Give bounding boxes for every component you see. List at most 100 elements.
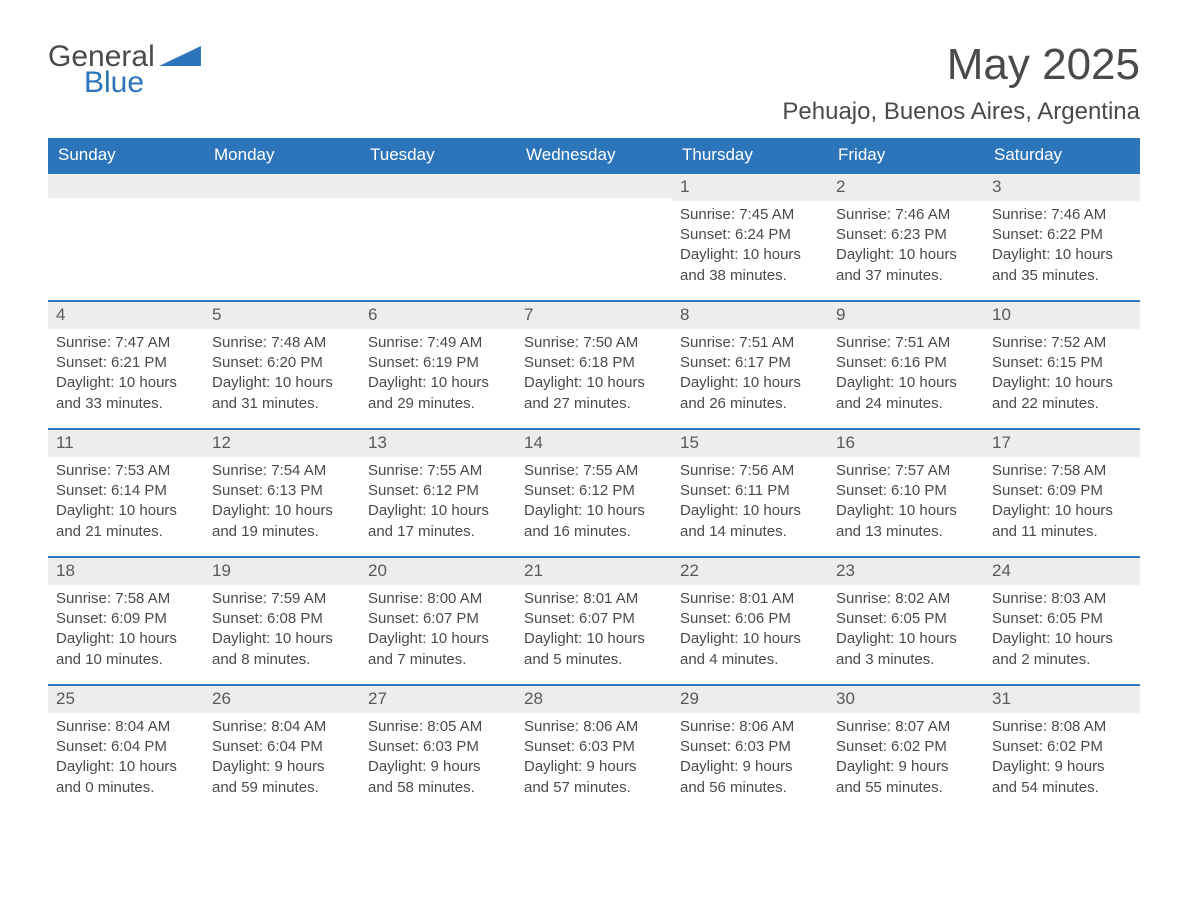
day-body: Sunrise: 7:46 AMSunset: 6:23 PMDaylight:…	[828, 201, 984, 298]
day-sunrise: Sunrise: 8:04 AM	[56, 717, 196, 737]
day-cell: 31Sunrise: 8:08 AMSunset: 6:02 PMDayligh…	[984, 686, 1140, 812]
day-daylight1: Daylight: 10 hours	[212, 629, 352, 649]
empty-day-bar	[516, 174, 672, 198]
day-daylight2: and 38 minutes.	[680, 266, 820, 286]
weekday-header: Saturday	[984, 138, 1140, 172]
day-number: 11	[48, 430, 204, 457]
day-sunset: Sunset: 6:11 PM	[680, 481, 820, 501]
day-body: Sunrise: 7:58 AMSunset: 6:09 PMDaylight:…	[48, 585, 204, 682]
title-block: May 2025 Pehuajo, Buenos Aires, Argentin…	[782, 40, 1140, 126]
day-daylight1: Daylight: 9 hours	[680, 757, 820, 777]
day-daylight1: Daylight: 10 hours	[680, 373, 820, 393]
day-daylight2: and 24 minutes.	[836, 394, 976, 414]
day-sunrise: Sunrise: 8:00 AM	[368, 589, 508, 609]
day-sunrise: Sunrise: 8:08 AM	[992, 717, 1132, 737]
day-daylight2: and 4 minutes.	[680, 650, 820, 670]
day-number: 13	[360, 430, 516, 457]
day-daylight1: Daylight: 10 hours	[992, 629, 1132, 649]
day-daylight1: Daylight: 9 hours	[836, 757, 976, 777]
day-cell: 13Sunrise: 7:55 AMSunset: 6:12 PMDayligh…	[360, 430, 516, 556]
day-daylight2: and 5 minutes.	[524, 650, 664, 670]
day-cell	[516, 174, 672, 300]
day-sunset: Sunset: 6:09 PM	[992, 481, 1132, 501]
weekday-header: Monday	[204, 138, 360, 172]
day-daylight2: and 17 minutes.	[368, 522, 508, 542]
day-body: Sunrise: 8:03 AMSunset: 6:05 PMDaylight:…	[984, 585, 1140, 682]
day-sunset: Sunset: 6:07 PM	[368, 609, 508, 629]
day-daylight1: Daylight: 10 hours	[680, 501, 820, 521]
day-body: Sunrise: 8:05 AMSunset: 6:03 PMDaylight:…	[360, 713, 516, 810]
day-cell: 24Sunrise: 8:03 AMSunset: 6:05 PMDayligh…	[984, 558, 1140, 684]
day-daylight2: and 57 minutes.	[524, 778, 664, 798]
day-sunset: Sunset: 6:08 PM	[212, 609, 352, 629]
day-number: 12	[204, 430, 360, 457]
day-sunset: Sunset: 6:12 PM	[368, 481, 508, 501]
day-number: 15	[672, 430, 828, 457]
day-sunrise: Sunrise: 7:49 AM	[368, 333, 508, 353]
day-body: Sunrise: 7:45 AMSunset: 6:24 PMDaylight:…	[672, 201, 828, 298]
day-sunrise: Sunrise: 8:07 AM	[836, 717, 976, 737]
day-number: 22	[672, 558, 828, 585]
day-cell: 6Sunrise: 7:49 AMSunset: 6:19 PMDaylight…	[360, 302, 516, 428]
day-sunrise: Sunrise: 8:03 AM	[992, 589, 1132, 609]
day-daylight2: and 29 minutes.	[368, 394, 508, 414]
day-daylight2: and 14 minutes.	[680, 522, 820, 542]
day-daylight2: and 56 minutes.	[680, 778, 820, 798]
week-row: 11Sunrise: 7:53 AMSunset: 6:14 PMDayligh…	[48, 428, 1140, 556]
day-number: 9	[828, 302, 984, 329]
day-sunset: Sunset: 6:22 PM	[992, 225, 1132, 245]
day-daylight2: and 0 minutes.	[56, 778, 196, 798]
day-cell: 23Sunrise: 8:02 AMSunset: 6:05 PMDayligh…	[828, 558, 984, 684]
day-daylight2: and 37 minutes.	[836, 266, 976, 286]
day-sunset: Sunset: 6:24 PM	[680, 225, 820, 245]
day-daylight2: and 19 minutes.	[212, 522, 352, 542]
day-cell: 26Sunrise: 8:04 AMSunset: 6:04 PMDayligh…	[204, 686, 360, 812]
day-sunset: Sunset: 6:04 PM	[212, 737, 352, 757]
day-number: 14	[516, 430, 672, 457]
day-sunrise: Sunrise: 8:01 AM	[680, 589, 820, 609]
day-number: 19	[204, 558, 360, 585]
day-cell: 8Sunrise: 7:51 AMSunset: 6:17 PMDaylight…	[672, 302, 828, 428]
day-body: Sunrise: 7:52 AMSunset: 6:15 PMDaylight:…	[984, 329, 1140, 426]
day-cell	[48, 174, 204, 300]
day-cell: 2Sunrise: 7:46 AMSunset: 6:23 PMDaylight…	[828, 174, 984, 300]
day-sunrise: Sunrise: 7:53 AM	[56, 461, 196, 481]
day-daylight1: Daylight: 9 hours	[992, 757, 1132, 777]
day-number: 23	[828, 558, 984, 585]
day-number: 29	[672, 686, 828, 713]
location: Pehuajo, Buenos Aires, Argentina	[782, 98, 1140, 126]
day-sunset: Sunset: 6:07 PM	[524, 609, 664, 629]
day-daylight1: Daylight: 10 hours	[836, 245, 976, 265]
day-number: 8	[672, 302, 828, 329]
day-body: Sunrise: 7:46 AMSunset: 6:22 PMDaylight:…	[984, 201, 1140, 298]
day-cell: 11Sunrise: 7:53 AMSunset: 6:14 PMDayligh…	[48, 430, 204, 556]
day-number: 21	[516, 558, 672, 585]
day-sunrise: Sunrise: 7:56 AM	[680, 461, 820, 481]
day-body: Sunrise: 7:54 AMSunset: 6:13 PMDaylight:…	[204, 457, 360, 554]
day-daylight1: Daylight: 10 hours	[368, 373, 508, 393]
day-daylight1: Daylight: 10 hours	[212, 373, 352, 393]
day-cell	[204, 174, 360, 300]
day-number: 31	[984, 686, 1140, 713]
day-sunset: Sunset: 6:03 PM	[524, 737, 664, 757]
day-sunrise: Sunrise: 7:45 AM	[680, 205, 820, 225]
day-daylight1: Daylight: 10 hours	[836, 373, 976, 393]
day-daylight1: Daylight: 10 hours	[680, 629, 820, 649]
weekday-header: Friday	[828, 138, 984, 172]
day-body: Sunrise: 8:08 AMSunset: 6:02 PMDaylight:…	[984, 713, 1140, 810]
day-cell: 1Sunrise: 7:45 AMSunset: 6:24 PMDaylight…	[672, 174, 828, 300]
day-number: 3	[984, 174, 1140, 201]
day-sunrise: Sunrise: 7:58 AM	[992, 461, 1132, 481]
day-body: Sunrise: 8:06 AMSunset: 6:03 PMDaylight:…	[672, 713, 828, 810]
day-sunset: Sunset: 6:04 PM	[56, 737, 196, 757]
day-daylight1: Daylight: 9 hours	[368, 757, 508, 777]
day-daylight2: and 59 minutes.	[212, 778, 352, 798]
week-row: 25Sunrise: 8:04 AMSunset: 6:04 PMDayligh…	[48, 684, 1140, 812]
day-cell: 17Sunrise: 7:58 AMSunset: 6:09 PMDayligh…	[984, 430, 1140, 556]
day-sunset: Sunset: 6:06 PM	[680, 609, 820, 629]
day-sunrise: Sunrise: 8:05 AM	[368, 717, 508, 737]
day-number: 27	[360, 686, 516, 713]
day-daylight2: and 54 minutes.	[992, 778, 1132, 798]
day-daylight2: and 35 minutes.	[992, 266, 1132, 286]
day-sunset: Sunset: 6:03 PM	[680, 737, 820, 757]
